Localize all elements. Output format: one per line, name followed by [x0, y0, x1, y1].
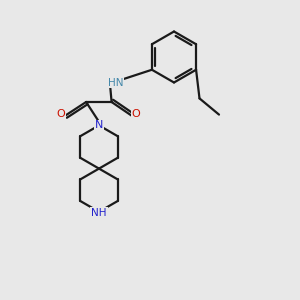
Text: NH: NH: [91, 208, 107, 218]
Text: O: O: [56, 109, 65, 119]
Text: HN: HN: [108, 77, 123, 88]
Text: N: N: [95, 120, 103, 130]
Text: O: O: [131, 109, 140, 119]
